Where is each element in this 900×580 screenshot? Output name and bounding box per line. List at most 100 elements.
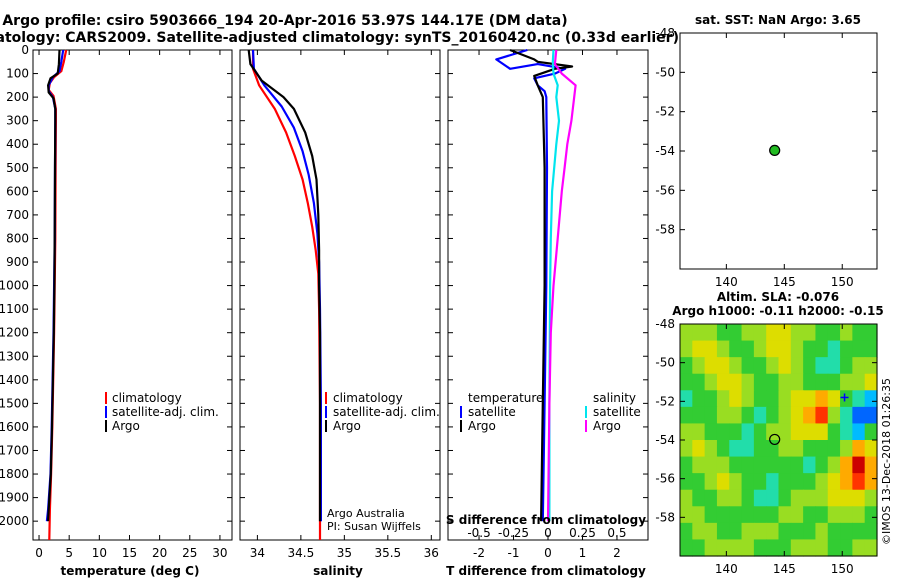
- heatmap-cell: [716, 390, 730, 408]
- heatmap-cell: [778, 406, 792, 425]
- heatmap-cell: [790, 373, 804, 391]
- heatmap-cell: [753, 522, 767, 541]
- heatmap-cell: [766, 539, 780, 557]
- heatmap-cell: [778, 489, 792, 507]
- heatmap-cell: [840, 440, 853, 458]
- heatmap-cell: [704, 440, 718, 458]
- heatmap-cell: [803, 506, 817, 524]
- heatmap-cell: [704, 423, 718, 441]
- heatmap-cell: [753, 473, 767, 491]
- heatmap-cell: [753, 539, 767, 557]
- heatmap-cell: [729, 357, 743, 375]
- heatmap-cell: [716, 506, 730, 524]
- heatmap-cell: [790, 390, 804, 408]
- salinity-series: [247, 49, 322, 540]
- salinity-axes: [239, 49, 441, 541]
- heatmap-cell: [766, 522, 780, 541]
- x-tick-label: 10: [92, 546, 107, 560]
- lat-tick-label: -50: [655, 65, 675, 79]
- heatmap-cell: [766, 324, 780, 342]
- heatmap-cell: [753, 456, 767, 474]
- lon-tick-label: 140: [715, 275, 738, 289]
- s-difference-x-ticks: -0.5 -0.25 0 0.25 0.5: [467, 526, 626, 540]
- heatmap-cell: [778, 373, 792, 391]
- depth-tick-label: 1300: [0, 349, 29, 363]
- legend-swatch-t-argo: [460, 420, 462, 432]
- heatmap-cell: [852, 357, 866, 375]
- heatmap-cell: [815, 357, 829, 375]
- title-line-1: Argo profile: csiro 5903666_194 20-Apr-2…: [2, 13, 567, 29]
- heatmap-cell: [680, 539, 693, 557]
- s-tick-label: 0: [544, 526, 552, 540]
- depth-tick-label: 1000: [0, 279, 29, 293]
- heatmap-cell: [803, 406, 817, 425]
- heatmap-cell: [778, 390, 792, 408]
- heatmap-cell: [864, 522, 878, 541]
- heatmap-cell: [741, 456, 755, 474]
- heatmap-cell: [753, 373, 767, 391]
- heatmap-cell: [852, 440, 866, 458]
- heatmap-cell: [704, 324, 718, 342]
- heatmap-cell: [741, 324, 755, 342]
- depth-tick-label: 400: [6, 137, 29, 151]
- imos-watermark: ©IMOS 13-Dec-2018 01:26:35: [880, 378, 893, 545]
- heatmap-cell: [827, 373, 841, 391]
- credit-line-2: PI: Susan Wijffels: [327, 520, 421, 533]
- heatmap-cell: [864, 539, 878, 557]
- depth-tick-label: 0: [21, 43, 29, 57]
- heatmap-cell: [815, 522, 829, 541]
- heatmap-cell: [864, 373, 878, 391]
- heatmap-cell: [864, 456, 878, 474]
- heatmap-cell: [840, 473, 853, 491]
- heatmap-cell: [778, 340, 792, 358]
- depth-tick-label: 1400: [0, 373, 29, 387]
- temperature-x-ticks: 0 5 10 15 20 25 30: [35, 50, 228, 560]
- lat-tick-label: -54: [655, 144, 675, 158]
- sst-points: [769, 144, 781, 157]
- heatmap-cell: [704, 373, 718, 391]
- heatmap-cell: [827, 522, 841, 541]
- heatmap-cell: [803, 473, 817, 491]
- lat-tick-label: -58: [655, 223, 675, 237]
- heatmap-cell: [864, 440, 878, 458]
- heatmap-cell: [815, 440, 829, 458]
- sla-points: [769, 393, 849, 446]
- heatmap-cell: [864, 390, 878, 408]
- salinity-panel: 34 34.5 35 35.5 36 salinity climatology sate…: [239, 49, 441, 578]
- lat-tick-label: -52: [655, 394, 675, 408]
- heatmap-cell: [680, 406, 693, 425]
- depth-tick-label: 1700: [0, 443, 29, 457]
- heatmap-cell: [716, 473, 730, 491]
- legend-satellite: satellite-adj. clim.: [333, 405, 440, 419]
- heatmap-cell: [729, 473, 743, 491]
- heatmap-cell: [840, 390, 853, 408]
- heatmap-cell: [766, 456, 780, 474]
- x-tick-label: -2: [473, 546, 485, 560]
- argo-location-marker: [769, 433, 781, 446]
- heatmap-cell: [864, 324, 878, 342]
- heatmap-cell: [766, 473, 780, 491]
- heatmap-cell: [815, 506, 829, 524]
- depth-tick-label: 1900: [0, 491, 29, 505]
- heatmap-cell: [741, 473, 755, 491]
- heatmap-cell: [716, 340, 730, 358]
- heatmap-cell: [680, 506, 693, 524]
- heatmap-cell: [766, 423, 780, 441]
- temperature-axes: [32, 49, 233, 541]
- heatmap-cell: [692, 539, 706, 557]
- depth-tick-label: 1100: [0, 302, 29, 316]
- salinity-x-ticks: 34 34.5 35 35.5 36: [250, 50, 439, 560]
- legend-swatch-climatology: [105, 392, 107, 404]
- heatmap-cell: [827, 456, 841, 474]
- sla-title-line-1: Altim. SLA: -0.076: [717, 290, 839, 304]
- heatmap-cell: [815, 324, 829, 342]
- heatmap-cell: [753, 506, 767, 524]
- temperature-series: [45, 49, 68, 541]
- depth-tick-label: 1800: [0, 467, 29, 481]
- heatmap-cell: [852, 390, 866, 408]
- heatmap-cell: [827, 324, 841, 342]
- heatmap-cell: [680, 423, 693, 441]
- heatmap-cell: [716, 357, 730, 375]
- heatmap-cell: [864, 473, 878, 491]
